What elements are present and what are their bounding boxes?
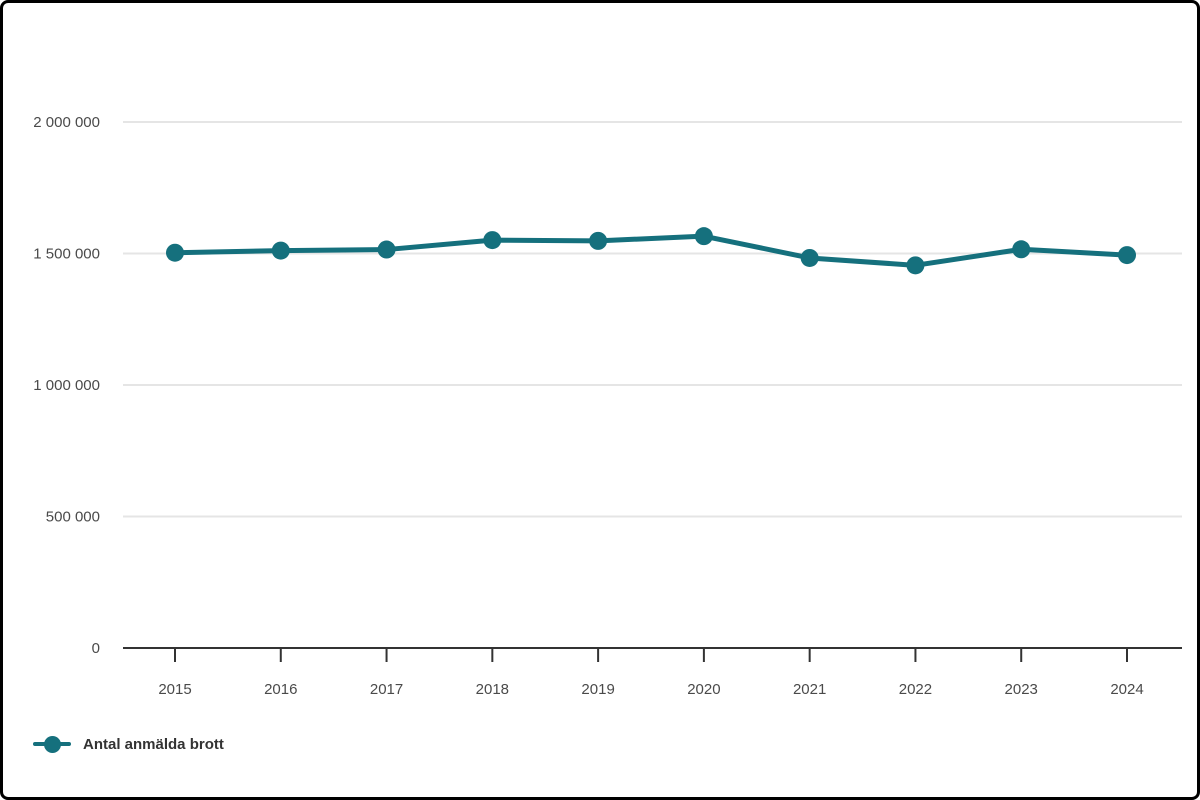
y-axis-tick-label: 0: [92, 640, 100, 657]
data-point-2024[interactable]: [1118, 246, 1136, 265]
legend-item-antal-anmalda-brott[interactable]: Antal anmälda brott: [33, 735, 224, 753]
data-point-2016[interactable]: [271, 241, 290, 260]
legend-line-dot-marker-icon: [33, 735, 71, 753]
data-point-2021[interactable]: [800, 248, 819, 267]
x-axis-tick-label: 2018: [476, 681, 509, 698]
data-point-2022[interactable]: [906, 256, 925, 275]
y-axis-tick-label: 500 000: [46, 509, 100, 526]
x-axis-tick-label: 2023: [1005, 681, 1038, 698]
x-axis-tick-label: 2024: [1110, 681, 1143, 698]
x-axis-tick-label: 2019: [581, 681, 614, 698]
legend-dot-icon: [43, 735, 61, 753]
x-axis-tick-label: 2015: [158, 681, 191, 698]
data-point-2023[interactable]: [1012, 240, 1031, 259]
x-axis-tick-label: 2021: [793, 681, 826, 698]
chart-legend: Antal anmälda brott: [33, 735, 224, 753]
data-point-2018[interactable]: [483, 231, 502, 250]
x-axis-tick-label: 2020: [687, 681, 720, 698]
series-line-antal-anmalda-brott: [172, 233, 1130, 268]
y-axis-tick-label: 2 000 000: [33, 114, 100, 131]
y-axis-tick-label: 1 500 000: [33, 246, 100, 263]
x-axis-tick-label: 2022: [899, 681, 932, 698]
data-point-2015[interactable]: [166, 243, 184, 262]
x-axis-tick-label: 2016: [264, 681, 297, 698]
data-point-2020[interactable]: [694, 227, 713, 246]
legend-label: Antal anmälda brott: [83, 735, 224, 753]
data-point-2017[interactable]: [377, 240, 396, 259]
x-axis-tick-label: 2017: [370, 681, 403, 698]
data-point-2019[interactable]: [589, 231, 608, 250]
y-axis-tick-label: 1 000 000: [33, 377, 100, 394]
